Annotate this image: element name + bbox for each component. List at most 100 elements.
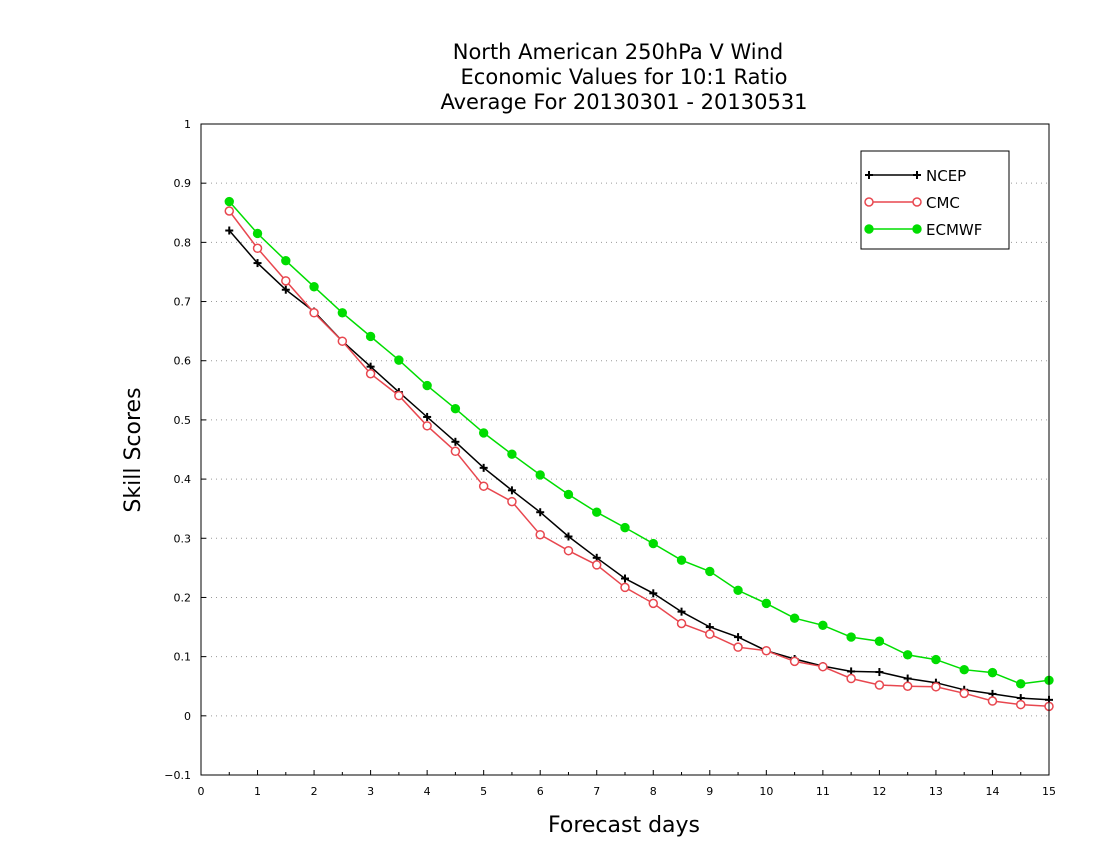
chart-title-line-2: Economic Values for 10:1 Ratio xyxy=(461,65,788,89)
legend-box xyxy=(860,150,1010,250)
point-cmc xyxy=(224,206,235,216)
point-ecmwf xyxy=(846,632,856,642)
point-ecmwf xyxy=(450,403,461,414)
point-ecmwf xyxy=(507,449,517,459)
point-ecmwf xyxy=(959,664,969,675)
point-cmc xyxy=(394,390,404,401)
legend-label-cmc: CMC xyxy=(926,194,960,212)
point-cmc xyxy=(789,656,800,667)
point-cmc xyxy=(902,681,913,691)
legend-marker-ecmwf xyxy=(864,224,874,234)
y-tick-label: 0.5 xyxy=(174,414,192,427)
point-ecmwf xyxy=(1016,679,1026,689)
x-tick-label: 15 xyxy=(1042,785,1056,798)
x-axis-label: Forecast days xyxy=(548,813,700,838)
point-ecmwf xyxy=(705,566,715,577)
point-cmc xyxy=(846,673,856,684)
point-cmc xyxy=(422,421,432,431)
point-ecmwf xyxy=(761,598,772,609)
point-cmc xyxy=(1015,699,1026,710)
x-tick-label: 2 xyxy=(311,785,318,798)
point-ecmwf xyxy=(224,196,234,207)
point-ecmwf xyxy=(478,428,489,438)
legend-marker-cmc xyxy=(864,197,874,207)
point-ecmwf xyxy=(309,282,319,292)
series-line-cmc xyxy=(228,210,1050,708)
point-cmc xyxy=(591,560,602,570)
series-line-ecmwf xyxy=(228,201,1050,685)
series-line-ncep xyxy=(228,230,1050,701)
x-tick-label: 12 xyxy=(872,785,886,798)
point-cmc xyxy=(761,645,772,656)
point-ecmwf xyxy=(676,555,687,565)
y-axis: −0.1 0 0.1 0.2 0.3 0.4 0.5 0.6 0.7 0.8 0.9 1 xyxy=(164,118,206,782)
point-ecmwf xyxy=(394,355,404,365)
point-cmc xyxy=(309,308,319,318)
point-cmc xyxy=(507,496,517,507)
x-tick-label: 5 xyxy=(480,785,487,798)
y-tick-label: 0.3 xyxy=(174,532,192,545)
x-tick-label: 8 xyxy=(650,785,657,798)
point-ecmwf xyxy=(931,654,941,665)
x-tick-label: 10 xyxy=(759,785,773,798)
point-ecmwf xyxy=(422,380,432,391)
point-ecmwf xyxy=(987,667,998,678)
chart-title: North American 250hPa V Wind Economic Va… xyxy=(440,40,807,114)
point-cmc xyxy=(648,598,659,609)
legend-marker-cmc xyxy=(912,197,922,207)
x-tick-label: 1 xyxy=(254,785,261,798)
point-ecmwf xyxy=(281,256,291,266)
point-cmc xyxy=(705,629,715,639)
point-cmc xyxy=(818,661,828,672)
chart-title-line-1: North American 250hPa V Wind xyxy=(453,40,784,64)
y-tick-label: 0.6 xyxy=(174,355,192,368)
y-tick-label: 1 xyxy=(184,118,191,131)
legend-label-ecmwf: ECMWF xyxy=(926,221,982,239)
point-ecmwf xyxy=(648,538,658,549)
point-ecmwf xyxy=(818,620,828,630)
point-ecmwf xyxy=(252,228,263,239)
point-ecmwf xyxy=(620,522,630,533)
series-ecmwf xyxy=(224,196,1054,689)
x-axis: 0 1 2 3 4 5 6 7 8 9 10 11 12 13 14 15 xyxy=(198,770,1056,798)
point-cmc xyxy=(987,696,998,706)
chart-title-line-3: Average For 20130301 - 20130531 xyxy=(440,90,807,114)
point-ecmwf xyxy=(535,470,545,480)
point-ecmwf xyxy=(337,308,348,318)
point-cmc xyxy=(959,688,969,699)
point-ecmwf xyxy=(365,331,376,342)
x-tick-label: 4 xyxy=(424,785,431,798)
y-tick-label: 0.1 xyxy=(174,651,192,664)
legend-marker-ecmwf xyxy=(912,224,922,234)
point-ecmwf xyxy=(563,489,574,500)
y-tick-label: 0.2 xyxy=(174,591,192,604)
point-cmc xyxy=(535,529,545,540)
x-tick-label: 14 xyxy=(985,785,999,798)
point-cmc xyxy=(365,368,376,379)
point-cmc xyxy=(337,336,348,346)
x-tick-label: 3 xyxy=(367,785,374,798)
point-ecmwf xyxy=(733,585,743,596)
point-ecmwf xyxy=(902,650,913,660)
point-cmc xyxy=(281,276,291,286)
y-axis-label: Skill Scores xyxy=(121,387,146,512)
point-cmc xyxy=(478,481,489,491)
y-tick-label: 0.9 xyxy=(174,177,192,190)
point-cmc xyxy=(733,642,743,652)
legend-label-ncep: NCEP xyxy=(926,167,966,185)
series-cmc xyxy=(224,206,1054,712)
x-tick-label: 11 xyxy=(816,785,830,798)
point-cmc xyxy=(676,618,687,629)
x-tick-label: 9 xyxy=(706,785,713,798)
point-ecmwf xyxy=(789,613,800,623)
point-cmc xyxy=(563,545,574,556)
y-tick-label: 0 xyxy=(184,710,191,723)
point-cmc xyxy=(874,680,885,690)
y-tick-label: 0.8 xyxy=(174,236,192,249)
legend: NCEP CMC ECMWF xyxy=(860,150,1010,250)
x-tick-label: 6 xyxy=(537,785,544,798)
x-tick-label: 13 xyxy=(929,785,943,798)
x-tick-label: 7 xyxy=(593,785,600,798)
point-cmc xyxy=(620,582,630,593)
